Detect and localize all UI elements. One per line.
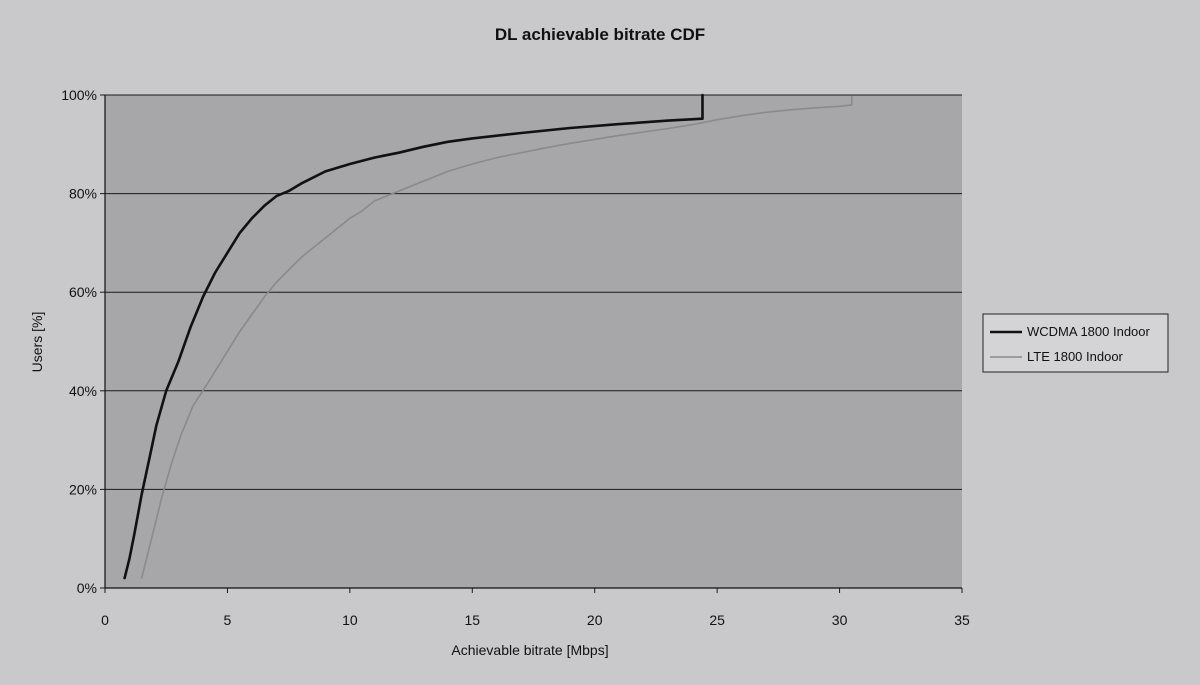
y-tick-label: 60% bbox=[69, 284, 97, 300]
x-tick-label: 25 bbox=[709, 612, 725, 628]
chart-title: DL achievable bitrate CDF bbox=[495, 25, 705, 44]
plot-area bbox=[105, 95, 962, 588]
y-tick-label: 0% bbox=[77, 580, 97, 596]
axes bbox=[104, 95, 962, 589]
series-lines bbox=[123, 93, 853, 580]
x-tick-label: 0 bbox=[101, 612, 109, 628]
x-tick-label: 30 bbox=[832, 612, 848, 628]
legend-box bbox=[982, 313, 1169, 373]
legend-label-lte: LTE 1800 Indoor bbox=[1027, 349, 1124, 364]
y-tick-label: 40% bbox=[69, 383, 97, 399]
y-axis-label: Users [%] bbox=[29, 312, 45, 373]
legend: WCDMA 1800 Indoor LTE 1800 Indoor bbox=[982, 313, 1169, 373]
x-tick-label: 35 bbox=[954, 612, 970, 628]
y-tick-label: 20% bbox=[69, 481, 97, 497]
series-line-lte bbox=[140, 95, 853, 579]
x-axis-label: Achievable bitrate [Mbps] bbox=[451, 642, 608, 658]
legend-label-wcdma: WCDMA 1800 Indoor bbox=[1027, 324, 1151, 339]
series-line-wcdma bbox=[123, 93, 704, 580]
y-tick-label: 100% bbox=[61, 87, 97, 103]
x-tick-label: 5 bbox=[224, 612, 232, 628]
grid-lines bbox=[100, 94, 963, 593]
x-tick-label: 15 bbox=[464, 612, 480, 628]
y-tick-labels: 0% 20% 40% 60% 80% 100% bbox=[61, 87, 97, 596]
y-tick-label: 80% bbox=[69, 186, 97, 202]
x-tick-labels: 0 5 10 15 20 25 30 35 bbox=[101, 612, 970, 628]
x-tick-label: 10 bbox=[342, 612, 358, 628]
x-tick-label: 20 bbox=[587, 612, 603, 628]
